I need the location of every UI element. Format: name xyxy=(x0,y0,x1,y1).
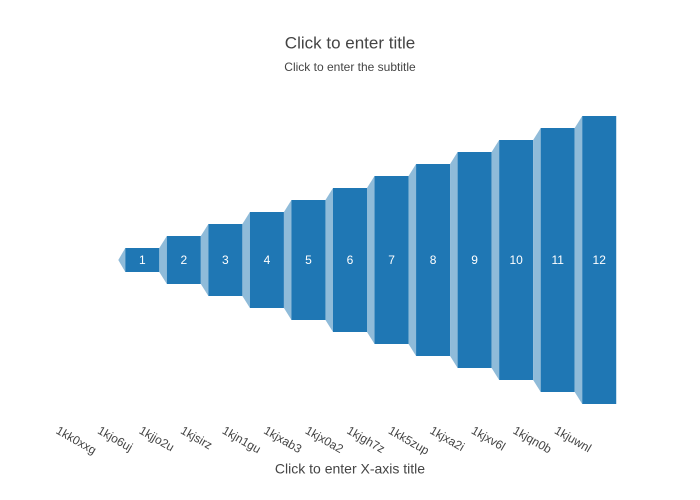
x-tick-label: 1kk5zup xyxy=(386,423,432,458)
bar xyxy=(582,116,617,404)
bar-label: 11 xyxy=(551,253,564,267)
chart-title: Click to enter title xyxy=(285,33,415,52)
x-tick-label: 1kjxv6l xyxy=(469,423,508,453)
bar-label: 1 xyxy=(139,253,146,267)
bar-label: 10 xyxy=(509,253,523,267)
connector xyxy=(283,200,292,320)
bar xyxy=(540,128,575,392)
x-tick-label: 1kk0xxg xyxy=(54,423,99,457)
connector xyxy=(533,128,541,392)
bar xyxy=(249,212,284,308)
x-axis-title: Click to enter X-axis title xyxy=(275,461,425,477)
x-tick-label: 1kjgh7z xyxy=(344,423,387,456)
connector xyxy=(408,164,417,356)
bar xyxy=(374,176,409,344)
bar-label: 3 xyxy=(222,253,229,267)
bar-label: 6 xyxy=(347,253,354,267)
x-tick-label: 1kjxab3 xyxy=(261,423,304,456)
bar xyxy=(416,164,451,356)
connector xyxy=(159,236,167,284)
bar xyxy=(166,236,201,284)
connector xyxy=(200,224,209,296)
connector xyxy=(242,212,250,308)
bar-label: 9 xyxy=(471,253,478,267)
chart-subtitle: Click to enter the subtitle xyxy=(284,60,416,74)
connector xyxy=(118,248,126,272)
bar-label: 12 xyxy=(593,253,607,267)
x-tick-label: 1kjqn0b xyxy=(511,423,555,456)
bar xyxy=(333,188,367,332)
bar xyxy=(457,152,492,368)
connector xyxy=(574,116,583,404)
x-tick-label: 1kjjo2u xyxy=(137,423,177,454)
x-tick-label: 1kjuwnl xyxy=(552,423,594,455)
x-tick-label: 1kjo6uj xyxy=(95,423,135,454)
bar xyxy=(125,248,160,272)
x-tick-label: 1kjn1gu xyxy=(220,423,263,456)
bar-label: 4 xyxy=(264,253,271,267)
connector xyxy=(367,176,375,344)
bar xyxy=(291,200,326,320)
x-tick-label: 1kjsirz xyxy=(178,423,214,452)
connector xyxy=(491,140,500,380)
x-tick-label: 1kjx0a2 xyxy=(303,423,346,456)
bar-label: 8 xyxy=(430,253,437,267)
bar xyxy=(499,140,534,380)
connector xyxy=(450,152,458,368)
bar-label: 2 xyxy=(181,253,188,267)
bar-label: 5 xyxy=(305,253,312,267)
connector xyxy=(325,188,333,332)
bar-label: 7 xyxy=(388,253,395,267)
bar xyxy=(208,224,243,296)
x-tick-label: 1kjxa2i xyxy=(428,423,467,454)
